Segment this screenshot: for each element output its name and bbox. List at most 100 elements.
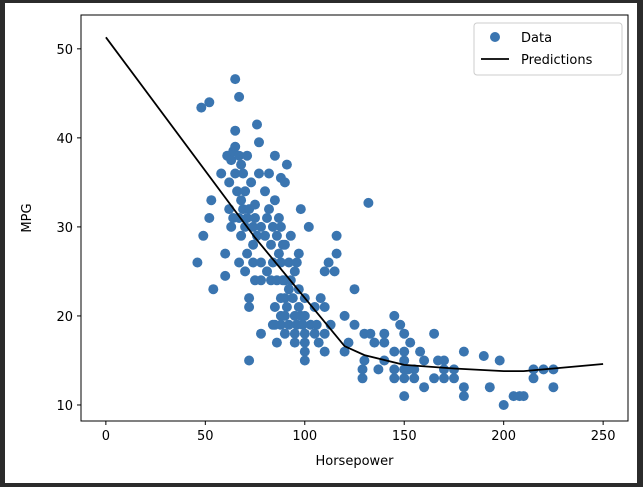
prediction-line-layer bbox=[105, 36, 604, 373]
data-point-110 bbox=[299, 328, 310, 339]
data-point-79 bbox=[275, 221, 286, 232]
data-point-178 bbox=[484, 382, 495, 393]
data-point-23 bbox=[234, 150, 245, 161]
data-point-142 bbox=[365, 328, 376, 339]
data-point-34 bbox=[242, 248, 253, 259]
data-point-171 bbox=[439, 355, 449, 366]
data-point-84 bbox=[279, 239, 290, 250]
data-point-169 bbox=[439, 373, 449, 384]
data-point-41 bbox=[246, 177, 257, 188]
data-point-101 bbox=[289, 337, 300, 348]
data-point-118 bbox=[309, 302, 320, 312]
data-point-68 bbox=[269, 302, 280, 312]
x-tick-label-100: 100 bbox=[292, 429, 317, 444]
data-point-46 bbox=[250, 199, 260, 210]
data-point-121 bbox=[313, 337, 324, 348]
data-point-114 bbox=[299, 337, 310, 348]
data-point-170 bbox=[439, 364, 449, 375]
data-point-106 bbox=[293, 302, 304, 312]
data-point-115 bbox=[299, 310, 310, 321]
data-point-13 bbox=[226, 221, 237, 232]
x-axis-label: Horsepower bbox=[315, 454, 394, 469]
data-point-50 bbox=[254, 137, 264, 148]
data-point-138 bbox=[357, 373, 368, 384]
data-point-100 bbox=[289, 266, 300, 277]
x-tick-label-50: 50 bbox=[197, 429, 214, 444]
data-point-102 bbox=[291, 257, 302, 268]
data-point-116 bbox=[303, 221, 314, 232]
data-point-59 bbox=[262, 266, 272, 277]
data-point-7 bbox=[216, 168, 227, 179]
data-point-162 bbox=[409, 364, 420, 375]
legend: Data Predictions bbox=[473, 22, 623, 76]
data-point-140 bbox=[359, 355, 370, 366]
data-point-3 bbox=[204, 97, 215, 108]
data-point-156 bbox=[399, 346, 410, 357]
data-point-20 bbox=[230, 74, 241, 85]
data-point-135 bbox=[349, 319, 360, 330]
y-tick-label-40: 40 bbox=[56, 132, 73, 147]
data-point-133 bbox=[339, 310, 350, 321]
data-point-61 bbox=[264, 204, 274, 215]
data-point-120 bbox=[311, 319, 322, 330]
data-point-96 bbox=[285, 230, 296, 241]
data-point-150 bbox=[389, 364, 400, 375]
data-point-149 bbox=[389, 310, 400, 321]
data-point-161 bbox=[409, 373, 420, 384]
data-point-108 bbox=[295, 204, 306, 215]
legend-box bbox=[473, 22, 623, 76]
data-point-163 bbox=[415, 346, 426, 357]
y-tick-label-20: 20 bbox=[56, 310, 73, 325]
data-point-119 bbox=[309, 328, 320, 339]
data-point-184 bbox=[528, 373, 539, 384]
data-point-47 bbox=[250, 213, 260, 223]
data-point-18 bbox=[230, 141, 241, 152]
data-point-5 bbox=[206, 195, 217, 206]
data-point-33 bbox=[240, 266, 251, 277]
data-point-151 bbox=[389, 373, 400, 384]
data-point-136 bbox=[349, 284, 360, 295]
data-point-22 bbox=[234, 91, 245, 102]
x-tick-label-200: 200 bbox=[491, 429, 516, 444]
data-point-176 bbox=[458, 391, 469, 402]
data-point-56 bbox=[260, 186, 270, 197]
data-point-175 bbox=[458, 346, 469, 357]
legend-predictions-label: Predictions bbox=[521, 53, 593, 68]
y-ticks: 10 20 30 40 50 bbox=[56, 43, 81, 414]
data-point-43 bbox=[248, 239, 259, 250]
data-point-8 bbox=[220, 270, 231, 281]
data-point-179 bbox=[494, 355, 505, 366]
data-point-88 bbox=[279, 328, 290, 339]
data-point-9 bbox=[220, 248, 231, 259]
data-point-19 bbox=[230, 125, 241, 136]
data-point-132 bbox=[339, 346, 350, 357]
data-point-165 bbox=[419, 355, 430, 366]
data-point-91 bbox=[281, 302, 292, 312]
data-point-85 bbox=[279, 310, 290, 321]
data-point-188 bbox=[548, 382, 559, 393]
data-point-36 bbox=[242, 213, 253, 223]
data-point-122 bbox=[315, 293, 326, 304]
data-point-137 bbox=[357, 364, 368, 375]
data-point-126 bbox=[319, 266, 330, 277]
data-point-109 bbox=[297, 319, 308, 330]
data-point-148 bbox=[389, 346, 400, 357]
data-point-167 bbox=[429, 373, 440, 384]
legend-data-marker bbox=[490, 32, 500, 42]
data-point-62 bbox=[266, 239, 276, 250]
data-point-2 bbox=[198, 230, 209, 241]
data-point-17 bbox=[230, 168, 241, 179]
data-point-4 bbox=[204, 213, 215, 223]
prediction-line bbox=[105, 36, 604, 373]
data-point-24 bbox=[234, 257, 245, 268]
data-point-158 bbox=[399, 391, 410, 402]
data-point-73 bbox=[271, 337, 282, 348]
y-tick-label-50: 50 bbox=[56, 43, 73, 58]
scatter-points bbox=[192, 74, 559, 410]
data-point-14 bbox=[226, 155, 237, 166]
data-point-38 bbox=[244, 355, 255, 366]
data-point-124 bbox=[319, 346, 330, 357]
data-point-0 bbox=[192, 257, 203, 268]
data-point-157 bbox=[399, 373, 410, 384]
data-point-26 bbox=[236, 195, 247, 206]
